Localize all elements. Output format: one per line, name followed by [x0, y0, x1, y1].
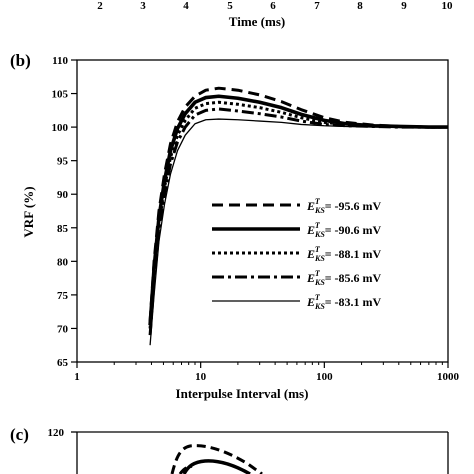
panel-a-x-tick-label: 9	[401, 0, 407, 12]
series-line-3	[148, 100, 448, 329]
legend-label-2: EKST = -90.6 mV	[306, 221, 382, 239]
panel-c-curves	[170, 444, 263, 474]
y-tick-label: 95	[57, 156, 69, 168]
series-line-5	[149, 118, 448, 346]
series-lines	[148, 86, 448, 346]
y-tick-label: 85	[57, 223, 69, 235]
panel-a-x-tick-label: 4	[183, 0, 189, 12]
x-tick-label: 1	[74, 371, 80, 383]
series-line-4	[148, 107, 448, 336]
panel-a-x-tick-label: 5	[227, 0, 233, 12]
legend: EKST = -95.6 mV EKST = -90.6 mV EKST = -88.1 …	[212, 197, 382, 311]
legend-label-3: EKST = -88.1 mV	[306, 245, 382, 263]
panel-a-x-tick-label: 2	[97, 0, 103, 12]
y-tick-label: 75	[57, 290, 69, 302]
panel-c-y-tick: 120	[48, 427, 65, 439]
panel-a-x-tick-label: 6	[270, 0, 276, 12]
x-tick-label: 1000	[437, 371, 460, 383]
legend-label-4: EKST = -85.6 mV	[306, 269, 382, 287]
panel-b-label: (b)	[10, 51, 31, 70]
x-tick-label: 10	[195, 371, 207, 383]
y-tick-label: 65	[57, 357, 69, 369]
x-axis-ticks: 1 10 100 1000	[74, 362, 460, 383]
panel-a-x-ticks: 2 3 4 5 6 7 8 9 10	[97, 0, 453, 12]
panel-a-x-axis-label: Time (ms)	[229, 14, 285, 29]
panel-a-x-tick-label: 10	[442, 0, 454, 12]
y-tick-label: 100	[52, 122, 69, 134]
y-tick-label: 105	[52, 89, 69, 101]
series-line-2	[148, 94, 448, 326]
panel-a-x-tick-label: 7	[314, 0, 320, 12]
panel-a-x-tick-label: 8	[357, 0, 363, 12]
panel-c-label: (c)	[10, 425, 29, 444]
y-tick-label: 80	[57, 256, 69, 268]
plot-frame	[76, 59, 449, 363]
x-axis-label: Interpulse Interval (ms)	[176, 386, 309, 401]
x-tick-label: 100	[316, 371, 333, 383]
y-tick-label: 110	[52, 55, 68, 67]
y-axis-ticks: 65 70 75 80 85 90 95 100 105 110	[52, 55, 77, 369]
legend-label-1: EKST = -95.6 mV	[306, 197, 382, 215]
y-axis-label: VRF (%)	[21, 186, 36, 237]
legend-label-5: EKST = -83.1 mV	[306, 293, 382, 311]
y-tick-label: 90	[57, 189, 69, 201]
panel-c-frame	[71, 431, 449, 474]
panel-a-x-tick-label: 3	[140, 0, 146, 12]
y-tick-label: 70	[57, 323, 69, 335]
